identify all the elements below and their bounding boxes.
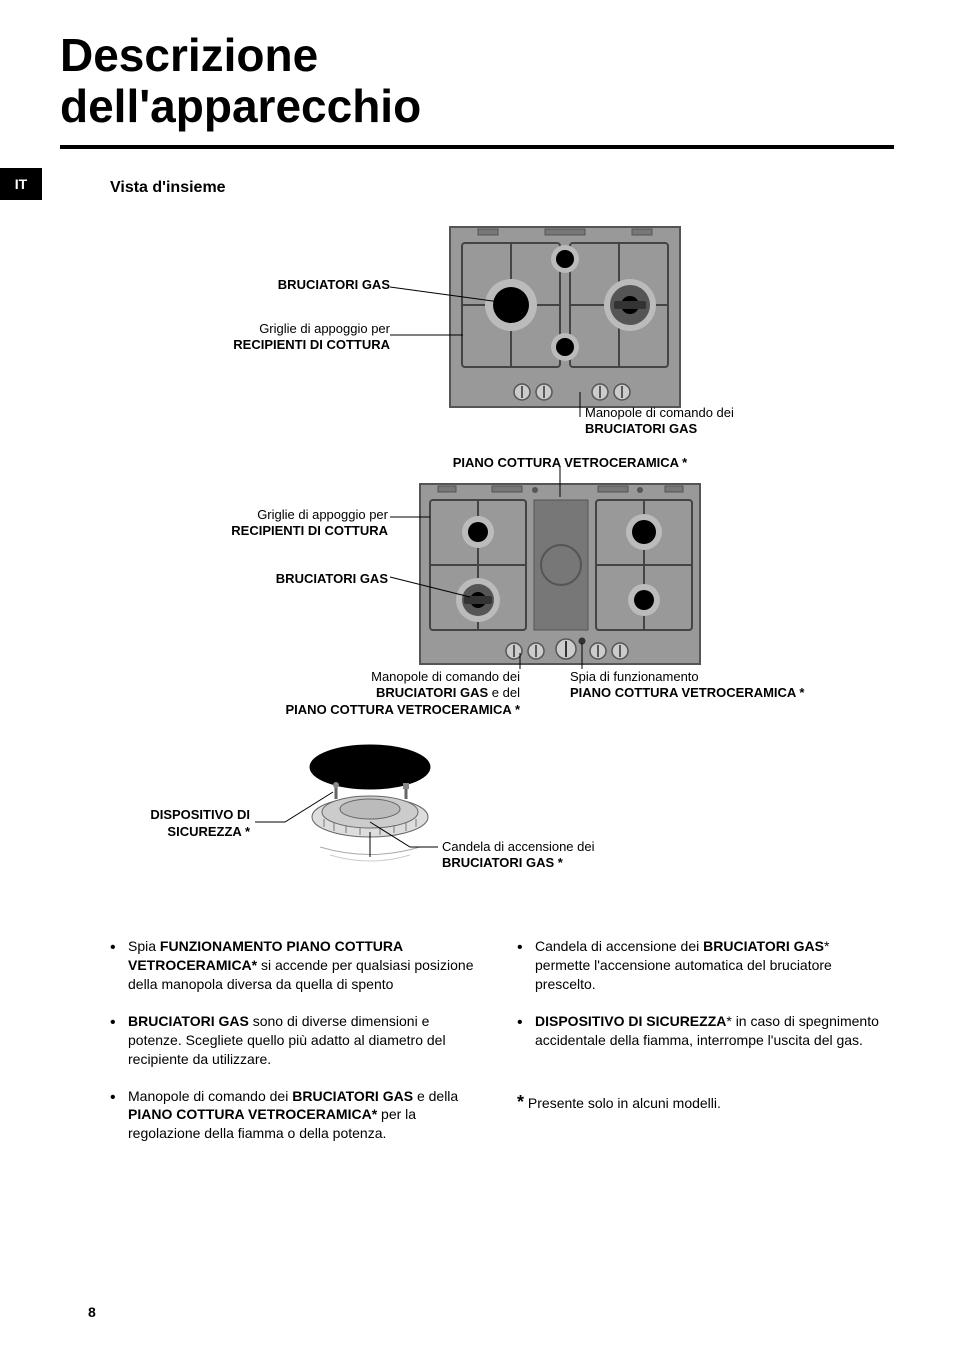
footnote: * Presente solo in alcuni modelli. — [517, 1090, 884, 1114]
asterisk-icon: * — [517, 1092, 524, 1112]
label-manopole-top: Manopole di comando dei BRUCIATORI GAS — [585, 405, 805, 438]
label-piano-heading: PIANO COTTURA VETROCERAMICA * — [420, 455, 720, 471]
label-griglie-top: Griglie di appoggio per RECIPIENTI DI CO… — [200, 321, 390, 354]
left-column: Spia FUNZIONAMENTO PIANO COTTURA VETROCE… — [110, 937, 477, 1161]
diagram-area: BRUCIATORI GAS Griglie di appoggio per R… — [80, 217, 900, 917]
label-spia: Spia di funzionamento PIANO COTTURA VETR… — [570, 669, 830, 702]
title-line2: dell'apparecchio — [60, 80, 421, 132]
label-candela: Candela di accensione dei BRUCIATORI GAS… — [442, 839, 692, 872]
label-griglie-mid: Griglie di appoggio per RECIPIENTI DI CO… — [198, 507, 388, 540]
bullet-spia: Spia FUNZIONAMENTO PIANO COTTURA VETROCE… — [110, 937, 477, 994]
label-bruciatori-mid: BRUCIATORI GAS — [208, 571, 388, 587]
bullet-dispositivo: DISPOSITIVO DI SICUREZZA* in caso di spe… — [517, 1012, 884, 1050]
language-tab: IT — [0, 168, 42, 200]
bullet-candela: Candela di accensione dei BRUCIATORI GAS… — [517, 937, 884, 994]
title-rule — [60, 145, 894, 149]
page-title: Descrizione dell'apparecchio — [60, 30, 894, 131]
page-number: 8 — [88, 1304, 96, 1320]
title-line1: Descrizione — [60, 29, 318, 81]
bullet-manopole: Manopole di comando dei BRUCIATORI GAS e… — [110, 1087, 477, 1144]
label-manopole-mid: Manopole di comando dei BRUCIATORI GAS e… — [270, 669, 520, 718]
label-bruciatori-top: BRUCIATORI GAS — [210, 277, 390, 293]
section-heading: Vista d'insieme — [110, 179, 894, 197]
label-dispositivo: DISPOSITIVO DISICUREZZA * — [120, 807, 250, 841]
description-columns: Spia FUNZIONAMENTO PIANO COTTURA VETROCE… — [110, 937, 884, 1161]
right-column: Candela di accensione dei BRUCIATORI GAS… — [517, 937, 884, 1161]
bullet-bruciatori: BRUCIATORI GAS sono di diverse dimension… — [110, 1012, 477, 1069]
